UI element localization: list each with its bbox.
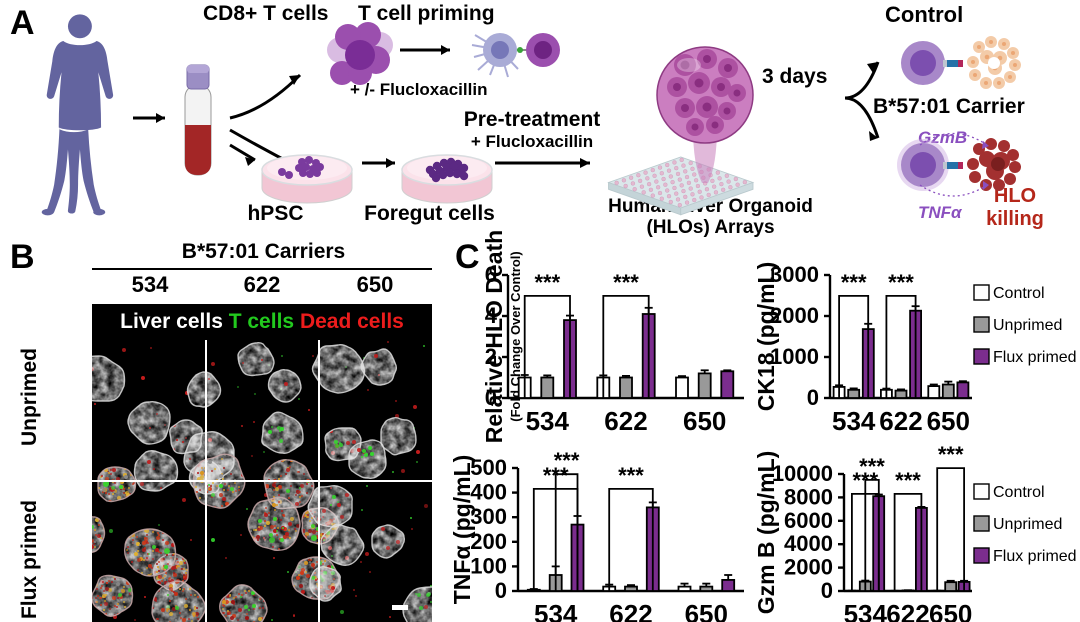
svg-text:4000: 4000 [784,531,833,556]
svg-text:Flux primed: Flux primed [993,349,1077,366]
svg-text:***: *** [841,270,867,295]
svg-text:8000: 8000 [784,484,833,509]
svg-text:2000: 2000 [784,555,833,580]
svg-text:Control: Control [993,285,1045,302]
svg-text:400: 400 [470,480,507,505]
svg-text:***: *** [938,442,964,467]
svg-text:TNFα (pg/mL): TNFα (pg/mL) [449,455,475,605]
svg-text:***: *** [613,270,639,295]
svg-text:Unprimed: Unprimed [993,516,1062,533]
svg-text:200: 200 [470,529,507,554]
svg-text:300: 300 [470,504,507,529]
svg-text:***: *** [618,463,644,488]
svg-text:10000: 10000 [772,461,833,486]
svg-text:650: 650 [685,599,728,622]
svg-text:534: 534 [534,599,578,622]
svg-text:6000: 6000 [784,508,833,533]
svg-text:***: *** [534,270,560,295]
svg-text:500: 500 [470,455,507,480]
svg-text:***: *** [859,454,885,479]
svg-text:0: 0 [807,385,819,410]
svg-text:100: 100 [470,553,507,578]
svg-text:0: 0 [495,578,507,603]
svg-text:622: 622 [886,599,929,622]
svg-text:622: 622 [609,599,652,622]
svg-text:0: 0 [821,578,833,603]
svg-text:***: *** [895,468,921,493]
svg-text:***: *** [554,448,580,473]
svg-text:534: 534 [844,599,888,622]
svg-text:CK18 (pg/mL): CK18 (pg/mL) [753,262,779,412]
svg-text:Relative HLO Death: Relative HLO Death [481,230,507,443]
svg-text:Flux primed: Flux primed [993,548,1077,565]
svg-text:Unprimed: Unprimed [993,317,1062,334]
svg-text:Control: Control [993,484,1045,501]
svg-text:650: 650 [929,599,972,622]
svg-text:***: *** [888,270,914,295]
svg-text:Gzm B (pg/mL): Gzm B (pg/mL) [753,451,779,615]
